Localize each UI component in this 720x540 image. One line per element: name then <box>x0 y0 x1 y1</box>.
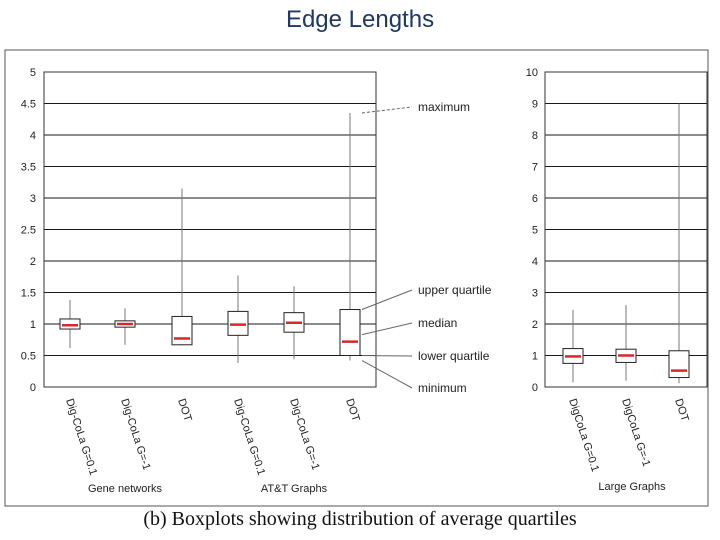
x-category-label: DOT <box>672 397 691 423</box>
y-tick-label: 4 <box>532 256 538 268</box>
box <box>668 350 690 379</box>
y-tick-label: 8 <box>532 130 538 142</box>
y-tick-label: 0 <box>532 382 538 394</box>
y-tick-label: 3 <box>30 193 36 205</box>
y-tick-label: 0.5 <box>21 351 36 363</box>
y-tick-label: 5 <box>30 67 36 79</box>
annotation-label: maximum <box>418 100 470 114</box>
box <box>227 310 249 336</box>
y-tick-label: 1 <box>30 319 36 331</box>
annotation-leader <box>361 355 413 357</box>
box <box>339 309 361 357</box>
figure-caption: (b) Boxplots showing distribution of ave… <box>143 508 577 530</box>
y-tick-label: 9 <box>532 99 538 111</box>
y-tick-label: 5 <box>532 225 538 237</box>
box <box>59 318 81 330</box>
x-category-label: Dig-CoLa G=0.1 <box>231 397 267 477</box>
y-tick-label: 1.5 <box>21 288 36 300</box>
annotation-leader <box>361 289 413 310</box>
x-category-label: DigCoLa G=-1 <box>619 397 652 468</box>
y-tick-label: 2 <box>532 319 538 331</box>
y-tick-label: 10 <box>526 67 538 79</box>
y-tick-label: 3 <box>532 288 538 300</box>
x-category-label: DOT <box>175 397 194 423</box>
annotation-label: minimum <box>418 381 467 395</box>
annotation-leader <box>361 360 413 389</box>
y-tick-label: 0 <box>30 382 36 394</box>
annotation-leader <box>361 106 413 114</box>
annotation-label: upper quartile <box>418 283 492 297</box>
y-tick-label: 4.5 <box>21 99 36 111</box>
annotation-label: median <box>418 316 457 330</box>
x-category-label: Dig-CoLa G=0.1 <box>63 397 99 477</box>
annotation-leader <box>361 322 413 336</box>
y-tick-label: 6 <box>532 193 538 205</box>
group-label: AT&T Graphs <box>261 483 328 495</box>
x-category-label: DigCoLa G=0.1 <box>566 397 601 473</box>
plot-area <box>43 71 377 388</box>
group-label: Large Graphs <box>598 481 666 493</box>
annotation-label: lower quartile <box>418 349 490 363</box>
group-label: Gene networks <box>88 483 162 495</box>
x-category-label: DOT <box>343 397 362 423</box>
y-tick-label: 3.5 <box>21 162 36 174</box>
plot-area <box>544 71 708 388</box>
y-tick-label: 2 <box>30 256 36 268</box>
x-category-label: Dig-CoLa G=-1 <box>118 397 152 471</box>
y-tick-label: 1 <box>532 351 538 363</box>
figure-frame <box>4 49 709 507</box>
slide-title: Edge Lengths <box>285 6 435 33</box>
y-tick-label: 2.5 <box>21 225 36 237</box>
box <box>171 315 193 346</box>
y-tick-label: 4 <box>30 130 36 142</box>
x-category-label: Dig-CoLa G=-1 <box>287 397 321 471</box>
y-tick-label: 7 <box>532 162 538 174</box>
